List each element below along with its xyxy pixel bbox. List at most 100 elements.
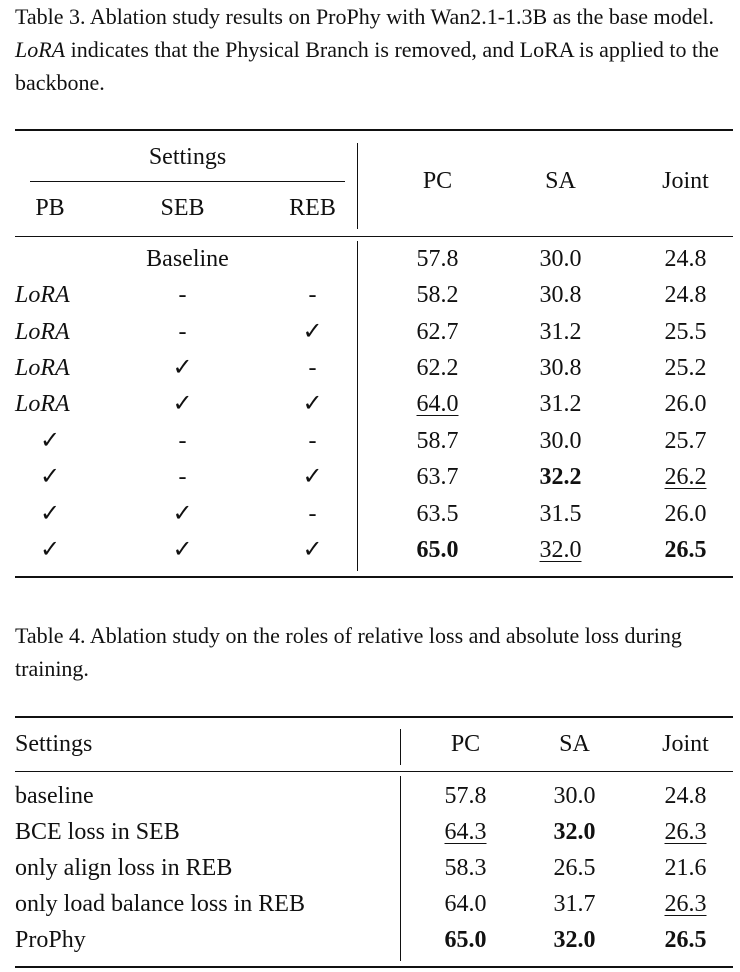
table3-cell-sa: 30.8 bbox=[539, 282, 582, 308]
table3-cell-sa: 30.8 bbox=[539, 355, 582, 381]
table3-cell-joint: 26.0 bbox=[664, 391, 707, 417]
table4-header-joint: Joint bbox=[662, 731, 709, 757]
table3-joint-underlined-value: 26.2 bbox=[664, 464, 707, 490]
table3-cell-pc: 62.2 bbox=[416, 355, 459, 381]
table3-cell-joint: 26.2 bbox=[638, 462, 733, 492]
table4-cell-sa: 26.5 bbox=[553, 855, 596, 881]
table3-cell-reb: ✓ bbox=[302, 319, 323, 345]
table3-cell-sa: 30.0 bbox=[539, 246, 582, 272]
table3-cell-pc: 62.7 bbox=[416, 319, 459, 345]
table4-top-rule bbox=[15, 716, 733, 718]
table3-caption-text-a: Ablation study results on ProPhy with Wa… bbox=[89, 4, 715, 29]
table3-cell-pb: ✓ bbox=[39, 428, 61, 454]
table4-cell-sa: 32.0 bbox=[553, 927, 596, 953]
table4-cell-joint: 21.6 bbox=[664, 855, 707, 881]
table3-cell-pc: 65.0 bbox=[416, 537, 459, 563]
table3-cell-reb: - bbox=[308, 428, 317, 454]
table3-baseline-label: Baseline bbox=[146, 246, 229, 272]
table4-body-vrule bbox=[400, 776, 401, 961]
table3-cell-reb: ✓ bbox=[302, 391, 323, 417]
table3-header-seb: SEB bbox=[160, 195, 205, 221]
table4-bottom-rule bbox=[15, 966, 733, 968]
table3-cell-reb: ✓ bbox=[302, 537, 323, 563]
table4-caption: Table 4. Ablation study on the roles of … bbox=[15, 619, 733, 685]
table3-top-rule bbox=[15, 129, 733, 131]
table3-header-vrule bbox=[357, 143, 358, 229]
table4-cell-setting: baseline bbox=[15, 783, 94, 809]
table4-caption-text: Ablation study on the roles of relative … bbox=[15, 623, 682, 681]
table3-cell-reb: ✓ bbox=[302, 464, 323, 490]
table3-caption-text-b: indicates that the Physical Branch is re… bbox=[15, 37, 719, 95]
table3-cell-sa: 31.2 bbox=[539, 391, 582, 417]
table3-cell-joint: 25.5 bbox=[664, 319, 707, 345]
table3-cell-joint: 24.8 bbox=[664, 246, 707, 272]
table3-cell-pb: LoRA bbox=[15, 355, 70, 381]
table4-header-sa: SA bbox=[559, 731, 590, 757]
table3-header-sa: SA bbox=[545, 168, 576, 194]
table4-joint-underlined-value: 26.3 bbox=[664, 891, 707, 917]
table3-bottom-rule bbox=[15, 576, 733, 578]
table3-cell-sa: 31.5 bbox=[539, 501, 582, 527]
table4-cell-setting: only align loss in REB bbox=[15, 855, 233, 881]
table3-cell-seb: - bbox=[178, 282, 187, 308]
table3-cell-pc: 64.0 bbox=[390, 389, 485, 419]
table4-header-rule bbox=[15, 771, 733, 772]
table4-cell-joint: 26.3 bbox=[638, 889, 733, 919]
table3-cell-pc: 57.8 bbox=[416, 246, 459, 272]
table4-header-pc: PC bbox=[450, 731, 481, 757]
table3-cell-seb: ✓ bbox=[172, 537, 193, 563]
table4-cell-joint: 24.8 bbox=[664, 783, 707, 809]
table3-header-joint: Joint bbox=[662, 168, 709, 194]
table3-caption-italic: LoRA bbox=[15, 37, 66, 62]
table3-cell-reb: - bbox=[308, 355, 317, 381]
table3-cell-pb: LoRA bbox=[15, 391, 70, 417]
table3-header-reb: REB bbox=[289, 195, 336, 221]
table4-header-settings: Settings bbox=[15, 731, 93, 757]
table4-cell-joint: 26.3 bbox=[638, 817, 733, 847]
table3-cell-pb: ✓ bbox=[39, 501, 61, 527]
table3-cell-pc: 58.7 bbox=[416, 428, 459, 454]
table3-cell-seb: ✓ bbox=[172, 391, 193, 417]
table3-cell-seb: - bbox=[178, 319, 187, 345]
table4-cell-pc: 58.3 bbox=[444, 855, 487, 881]
table4-cell-sa: 31.7 bbox=[553, 891, 596, 917]
table3-cell-reb: - bbox=[308, 282, 317, 308]
table4-header-vrule bbox=[400, 729, 401, 765]
table4-cell-setting: only load balance loss in REB bbox=[15, 891, 305, 917]
table3-pc-underlined-value: 64.0 bbox=[416, 391, 459, 417]
table3-cell-sa: 32.2 bbox=[539, 464, 582, 490]
table4-joint-underlined-value: 26.3 bbox=[664, 819, 707, 845]
table4-cell-pc: 64.0 bbox=[444, 891, 487, 917]
table3-cell-seb: - bbox=[178, 428, 187, 454]
table3-cell-sa: 31.2 bbox=[539, 319, 582, 345]
table3-cell-pb: LoRA bbox=[15, 282, 70, 308]
table3-cell-joint: 25.7 bbox=[664, 428, 707, 454]
table4-caption-label: Table 4. bbox=[15, 623, 86, 648]
table3-settings-underline bbox=[30, 181, 345, 182]
table4-cell-setting: ProPhy bbox=[15, 927, 86, 953]
table4-cell-pc: 64.3 bbox=[418, 817, 513, 847]
table3-cell-seb: ✓ bbox=[172, 355, 193, 381]
table3-header-settings: Settings bbox=[148, 144, 227, 170]
table4-cell-joint: 26.5 bbox=[664, 927, 707, 953]
table3-header-pb: PB bbox=[35, 195, 65, 221]
table3-cell-seb: ✓ bbox=[172, 501, 193, 527]
table3-header-pc: PC bbox=[422, 168, 453, 194]
table3-body-vrule bbox=[357, 241, 358, 571]
table3-cell-sa: 32.0 bbox=[513, 535, 608, 565]
table3-cell-seb: - bbox=[178, 464, 187, 490]
table3-cell-joint: 26.5 bbox=[664, 537, 707, 563]
table3-cell-pb: ✓ bbox=[39, 464, 61, 490]
table3-cell-pb: LoRA bbox=[15, 319, 70, 345]
table4-cell-setting: BCE loss in SEB bbox=[15, 819, 180, 845]
table4-cell-pc: 57.8 bbox=[444, 783, 487, 809]
table3-cell-joint: 25.2 bbox=[664, 355, 707, 381]
table3-sa-underlined-value: 32.0 bbox=[539, 537, 582, 563]
table3-cell-joint: 24.8 bbox=[664, 282, 707, 308]
table4-cell-sa: 32.0 bbox=[553, 819, 596, 845]
table3-cell-pb: ✓ bbox=[39, 537, 61, 563]
table3-cell-pc: 63.5 bbox=[416, 501, 459, 527]
table3-cell-reb: - bbox=[308, 501, 317, 527]
table3-caption-label: Table 3. bbox=[15, 4, 86, 29]
table4-pc-underlined-value: 64.3 bbox=[444, 819, 487, 845]
